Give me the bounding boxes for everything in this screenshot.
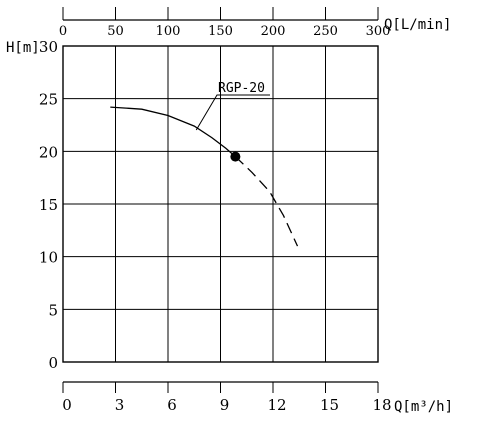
series-label-rgp-20: RGP-20 [218,81,265,96]
top-tick-label-0: 0 [59,24,67,39]
bottom-tick-label-6: 6 [167,396,177,414]
left-axis-head: 0 5 10 15 20 25 30 [39,38,58,372]
bottom-tick-label-3: 3 [115,396,125,414]
series-0-label-leader [195,94,270,131]
plot-frame [62,45,379,363]
y-tick-label-25: 25 [39,91,58,109]
top-tick-label-150: 150 [208,24,233,39]
top-tick-label-100: 100 [156,24,181,39]
series-0-solid-curve [110,106,236,158]
top-tick-label-250: 250 [313,24,338,39]
bottom-tick-label-12: 12 [267,396,286,414]
top-tick-label-50: 50 [107,24,124,39]
y-axis-title: H[m] [6,40,40,56]
grid [63,46,378,362]
series-0-dashed-curve [234,156,299,247]
top-axis-title: Q[L/min] [384,17,451,33]
y-tick-label-15: 15 [39,196,58,214]
y-tick-label-5: 5 [48,301,58,319]
bottom-tick-label-9: 9 [220,396,230,414]
y-tick-label-0: 0 [48,354,58,372]
top-axis-l-min: 0 50 100 150 200 250 300 [59,7,391,39]
bottom-tick-label-15: 15 [320,396,339,414]
series-0-duty-point [230,151,241,162]
y-tick-label-20: 20 [39,143,58,161]
y-tick-label-30: 30 [39,38,58,56]
series-layer [110,94,299,247]
bottom-tick-label-0: 0 [62,396,72,414]
top-tick-label-300: 300 [366,24,391,39]
bottom-tick-label-18: 18 [372,396,391,414]
bottom-axis-title: Q[m³/h] [394,399,453,415]
y-tick-label-10: 10 [39,249,58,267]
bottom-axis-m3-h: 0 3 6 9 12 15 18 [62,381,392,414]
top-tick-label-200: 200 [261,24,286,39]
